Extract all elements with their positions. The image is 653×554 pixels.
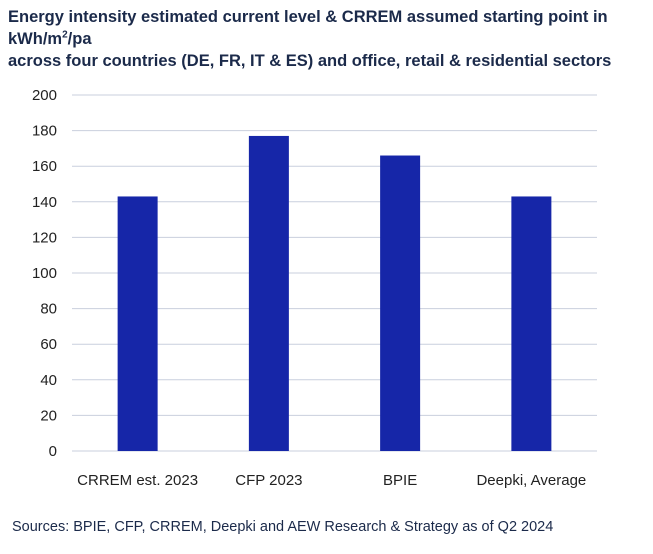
chart-title-part: Energy intensity estimated current level… xyxy=(8,8,608,48)
bar xyxy=(380,155,421,451)
y-tick-label: 180 xyxy=(32,123,57,140)
x-axis-labels: CRREM est. 2023 CFP 2023 BPIE Deepki, Avera… xyxy=(77,472,586,489)
y-tick-label: 140 xyxy=(32,194,57,211)
x-category-label: BPIE xyxy=(383,472,417,489)
bar-chart: 0 20 40 60 80 100 120 140 160 180 200 CRREM est. 2… xyxy=(32,87,597,489)
bar xyxy=(117,196,158,451)
chart-subtitle: across four countries (DE, FR, IT & ES) … xyxy=(8,52,612,70)
source-note: Sources: BPIE, CFP, CRREM, Deepki and AE… xyxy=(12,519,554,535)
y-tick-label: 60 xyxy=(40,336,57,353)
y-tick-label: 0 xyxy=(49,443,57,460)
y-tick-label: 40 xyxy=(40,372,57,389)
y-tick-label: 20 xyxy=(40,407,57,424)
chart-title: Energy intensity estimated current level… xyxy=(8,6,648,72)
x-category-label: CFP 2023 xyxy=(235,472,302,489)
x-category-label: Deepki, Average xyxy=(476,472,586,489)
superscript: 2 xyxy=(62,29,68,41)
bars xyxy=(117,135,552,451)
y-axis-ticks: 0 20 40 60 80 100 120 140 160 180 200 xyxy=(32,87,57,460)
bar xyxy=(511,196,552,451)
y-tick-label: 200 xyxy=(32,87,57,104)
bar xyxy=(248,135,289,451)
y-tick-label: 100 xyxy=(32,265,57,282)
chart-title-unit: /pa xyxy=(67,30,92,48)
x-category-label: CRREM est. 2023 xyxy=(77,472,198,489)
y-tick-label: 160 xyxy=(32,158,57,175)
y-tick-label: 120 xyxy=(32,229,57,246)
gridlines xyxy=(72,94,597,452)
y-tick-label: 80 xyxy=(40,301,57,318)
